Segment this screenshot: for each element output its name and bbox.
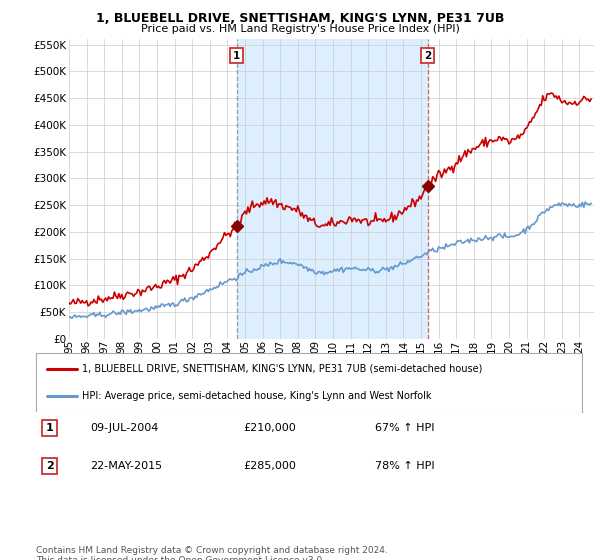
Text: 1: 1 [233, 50, 241, 60]
Text: 22-MAY-2015: 22-MAY-2015 [91, 461, 163, 471]
Text: Price paid vs. HM Land Registry's House Price Index (HPI): Price paid vs. HM Land Registry's House … [140, 24, 460, 34]
Text: £210,000: £210,000 [244, 423, 296, 433]
Text: 2: 2 [46, 461, 53, 471]
Text: 1, BLUEBELL DRIVE, SNETTISHAM, KING'S LYNN, PE31 7UB: 1, BLUEBELL DRIVE, SNETTISHAM, KING'S LY… [96, 12, 504, 25]
Bar [237, 39, 428, 339]
Text: Contains HM Land Registry data © Crown copyright and database right 2024.
This d: Contains HM Land Registry data © Crown c… [36, 546, 388, 560]
Text: £285,000: £285,000 [244, 461, 296, 471]
Text: 1: 1 [46, 423, 53, 433]
Text: HPI: Average price, semi-detached house, King's Lynn and West Norfolk: HPI: Average price, semi-detached house,… [82, 391, 432, 401]
Text: 2: 2 [424, 50, 431, 60]
Text: 1, BLUEBELL DRIVE, SNETTISHAM, KING'S LYNN, PE31 7UB (semi-detached house): 1, BLUEBELL DRIVE, SNETTISHAM, KING'S LY… [82, 363, 483, 374]
Text: 09-JUL-2004: 09-JUL-2004 [91, 423, 159, 433]
Text: 78% ↑ HPI: 78% ↑ HPI [374, 461, 434, 471]
Text: 67% ↑ HPI: 67% ↑ HPI [374, 423, 434, 433]
